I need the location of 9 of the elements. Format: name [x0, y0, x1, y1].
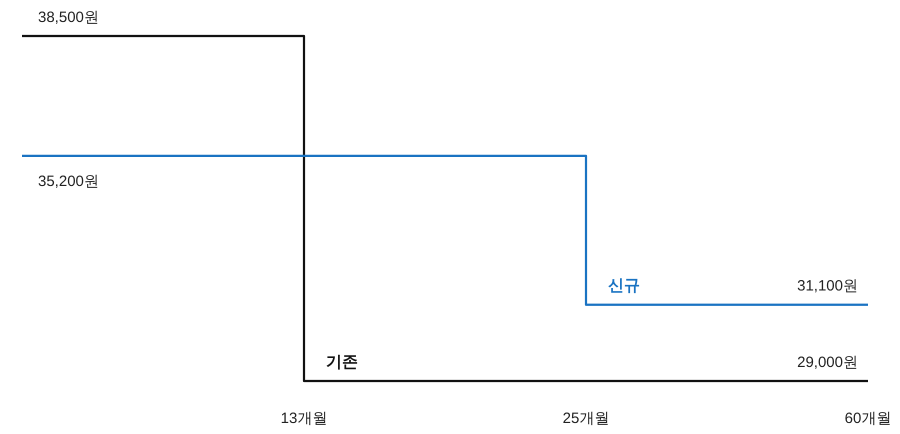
series-label: 신규	[608, 278, 640, 295]
data-label: 31,100원	[797, 278, 858, 295]
data-label: 38,500원	[38, 9, 99, 26]
x-tick-label: 13개월	[280, 410, 328, 427]
series-label: 기존	[326, 354, 358, 371]
x-tick-label: 25개월	[562, 410, 610, 427]
x-tick-label: 60개월	[844, 410, 892, 427]
data-label: 29,000원	[797, 354, 858, 371]
data-label: 35,200원	[38, 172, 99, 190]
